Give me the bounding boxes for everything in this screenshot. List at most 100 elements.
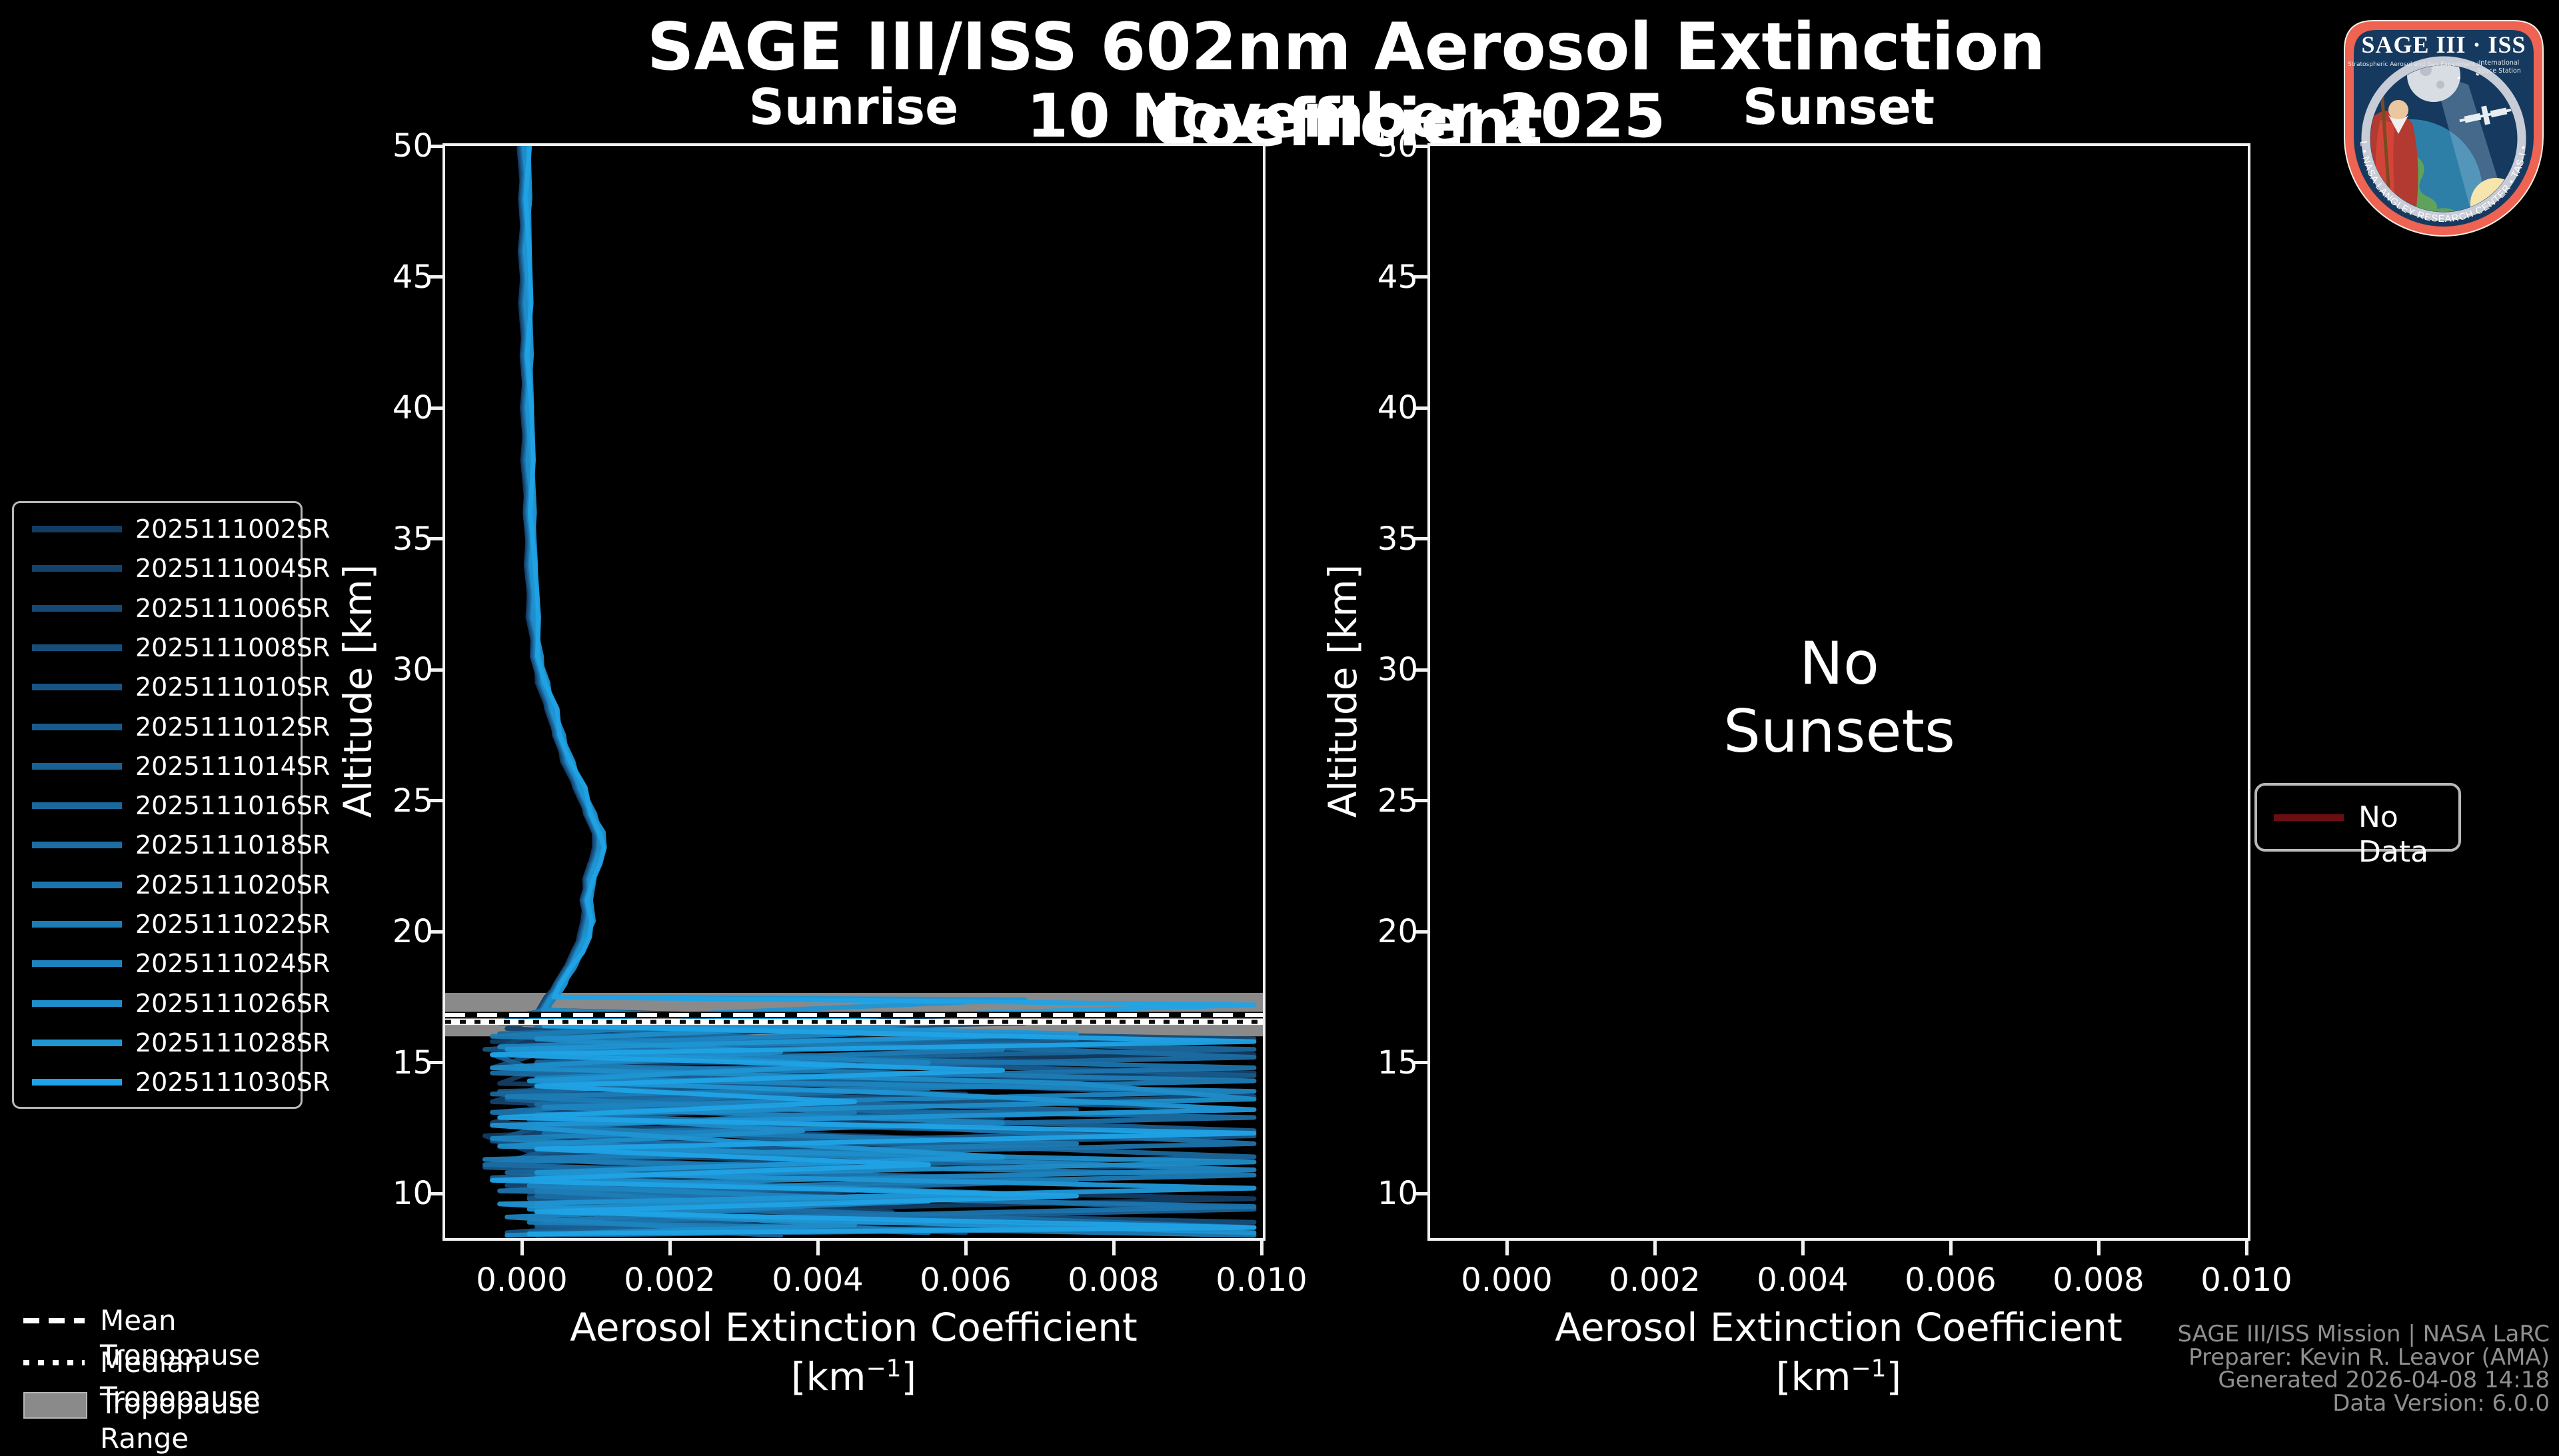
sunset-x-tick bbox=[1949, 1241, 1953, 1255]
sunrise-x-tick-label: 0.008 bbox=[1068, 1261, 1160, 1299]
patch-iss bbox=[2459, 105, 2512, 125]
legend-event-label: 2025111026SR bbox=[135, 988, 331, 1018]
sunrise-y-tick-label: 20 bbox=[392, 913, 433, 950]
sunrise-x-tick bbox=[520, 1241, 524, 1255]
sunrise-x-tick bbox=[964, 1241, 968, 1255]
no-data-label: No Data bbox=[2358, 800, 2429, 869]
legend-event-label: 2025111024SR bbox=[135, 949, 331, 979]
legend-event-label: 2025111012SR bbox=[135, 712, 331, 742]
sunrise-plot-area bbox=[445, 146, 1263, 1238]
sunrise-x-tick-label: 0.000 bbox=[476, 1261, 568, 1299]
sunrise-y-tick bbox=[429, 799, 445, 802]
legend-event-label: 2025111020SR bbox=[135, 870, 331, 900]
sunset-x-tick-label: 0.008 bbox=[2053, 1261, 2144, 1299]
patch-light-beam bbox=[2434, 73, 2506, 211]
patch-ring bbox=[2361, 56, 2526, 221]
sunset-y-tick-label: 35 bbox=[1377, 520, 1418, 558]
figure-date: 10 November 2025 bbox=[1026, 81, 1666, 151]
sage-iii-iss-mission-patch: BALL • NASA LANGLEY RESEARCH CENTER • TA… bbox=[2334, 10, 2544, 237]
unit-sup: −1 bbox=[1851, 1355, 1887, 1383]
unit-prefix: [km bbox=[790, 1354, 866, 1399]
patch-title: SAGE III · ISS bbox=[2361, 31, 2526, 58]
sunset-y-tick bbox=[1414, 144, 1430, 148]
legend-line-swatch bbox=[32, 526, 122, 532]
sunset-x-tick-label: 0.000 bbox=[1461, 1261, 1553, 1299]
tropopause-range-label: Tropopause Range bbox=[100, 1387, 261, 1455]
legend-line-swatch bbox=[32, 960, 122, 968]
legend-event-label: 2025111006SR bbox=[135, 593, 331, 623]
sunset-y-axis-label: Altitude [km] bbox=[1320, 564, 1365, 818]
no-sunsets-line2: Sunsets bbox=[1723, 697, 1955, 766]
legend-event-label: 2025111018SR bbox=[135, 830, 331, 860]
credits-mission: SAGE III/ISS Mission | NASA LaRC bbox=[2177, 1321, 2550, 1347]
patch-subtitle-right1: International bbox=[2479, 59, 2520, 67]
sunset-x-tick-label: 0.010 bbox=[2200, 1261, 2292, 1299]
sunset-panel-title: Sunset bbox=[1742, 79, 1935, 136]
legend-line-swatch bbox=[32, 644, 122, 651]
sunrise-x-tick-label: 0.010 bbox=[1216, 1261, 1307, 1299]
sunrise-x-tick bbox=[1260, 1241, 1264, 1255]
sunset-y-tick-label: 20 bbox=[1377, 913, 1418, 950]
sunset-x-axis-label: Aerosol Extinction Coefficient bbox=[1555, 1305, 2123, 1350]
credits-preparer: Preparer: Kevin R. Leavor (AMA) bbox=[2188, 1343, 2550, 1371]
legend-line-swatch bbox=[32, 762, 122, 770]
sunrise-x-tick-label: 0.004 bbox=[772, 1261, 864, 1299]
legend-line-swatch bbox=[32, 604, 122, 612]
sunset-x-tick bbox=[1505, 1241, 1509, 1255]
sunrise-y-tick-label: 30 bbox=[392, 651, 433, 688]
sunset-y-tick-label: 10 bbox=[1377, 1175, 1418, 1212]
median-tropopause-label: Median Tropopause bbox=[100, 1346, 261, 1413]
mean-tropopause-label: Mean Tropopause bbox=[100, 1304, 261, 1371]
sunset-x-tick-label: 0.004 bbox=[1757, 1261, 1849, 1299]
sunset-y-tick bbox=[1414, 799, 1430, 802]
sunrise-panel-title: Sunrise bbox=[748, 79, 959, 136]
sunset-y-tick bbox=[1414, 668, 1430, 672]
sunrise-x-tick bbox=[1112, 1241, 1116, 1255]
credits-block: SAGE III/ISS Mission | NASA LaRC Prepare… bbox=[2177, 1323, 2550, 1415]
sunset-y-tick-label: 15 bbox=[1377, 1044, 1418, 1082]
sunset-x-tick bbox=[2097, 1241, 2101, 1255]
sunset-y-tick-label: 40 bbox=[1377, 389, 1418, 426]
sunset-y-tick bbox=[1414, 1191, 1430, 1195]
legend-line-swatch bbox=[32, 881, 122, 888]
legend-line-swatch bbox=[32, 802, 122, 810]
sunrise-y-axis-label: Altitude [km] bbox=[335, 564, 381, 818]
legend-line-swatch bbox=[32, 1000, 122, 1007]
sunrise-x-tick-label: 0.006 bbox=[920, 1261, 1012, 1299]
median-tropopause-line-swatch bbox=[23, 1360, 85, 1365]
sunset-x-axis-unit: [km−1] bbox=[1505, 1354, 2172, 1399]
credits-generated: Generated 2026-04-08 14:18 bbox=[2218, 1367, 2550, 1393]
sunset-y-tick bbox=[1414, 537, 1430, 540]
sunset-x-tick bbox=[1653, 1241, 1657, 1255]
sunrise-x-tick-label: 0.002 bbox=[624, 1261, 716, 1299]
sunset-x-tick-label: 0.002 bbox=[1609, 1261, 1701, 1299]
sunrise-y-tick bbox=[429, 1061, 445, 1064]
mean-tropopause-line-swatch bbox=[23, 1318, 85, 1323]
sunrise-y-tick bbox=[429, 406, 445, 410]
sunset-x-tick-label: 0.006 bbox=[1905, 1261, 1997, 1299]
sunrise-y-tick-label: 25 bbox=[392, 782, 433, 820]
sunrise-x-tick bbox=[816, 1241, 820, 1255]
profile-line-2025111030SR bbox=[490, 146, 1257, 1237]
sunset-x-tick bbox=[2244, 1241, 2248, 1255]
sunset-y-tick bbox=[1414, 1061, 1430, 1064]
legend-line-swatch bbox=[32, 684, 122, 691]
sunrise-x-axis-label: Aerosol Extinction Coefficient bbox=[570, 1305, 1138, 1350]
sunrise-y-tick-label: 45 bbox=[392, 258, 433, 296]
legend-line-swatch bbox=[32, 1079, 122, 1086]
sunset-x-tick bbox=[1801, 1241, 1805, 1255]
sunset-y-tick bbox=[1414, 275, 1430, 279]
sunrise-y-tick-label: 35 bbox=[392, 520, 433, 558]
unit-prefix: [km bbox=[1775, 1354, 1851, 1399]
tropopause-range-swatch bbox=[23, 1392, 87, 1419]
unit-sup: −1 bbox=[866, 1355, 902, 1383]
sunrise-y-tick bbox=[429, 144, 445, 148]
sunrise-y-tick-label: 10 bbox=[392, 1175, 433, 1212]
sunrise-x-axis-unit: [km−1] bbox=[520, 1354, 1187, 1399]
patch-moon bbox=[2407, 65, 2460, 102]
unit-suffix: ] bbox=[1886, 1354, 1902, 1399]
legend-line-swatch bbox=[32, 842, 122, 849]
credits-data-version: Data Version: 6.0.0 bbox=[2332, 1389, 2550, 1417]
legend-line-swatch bbox=[32, 565, 122, 572]
